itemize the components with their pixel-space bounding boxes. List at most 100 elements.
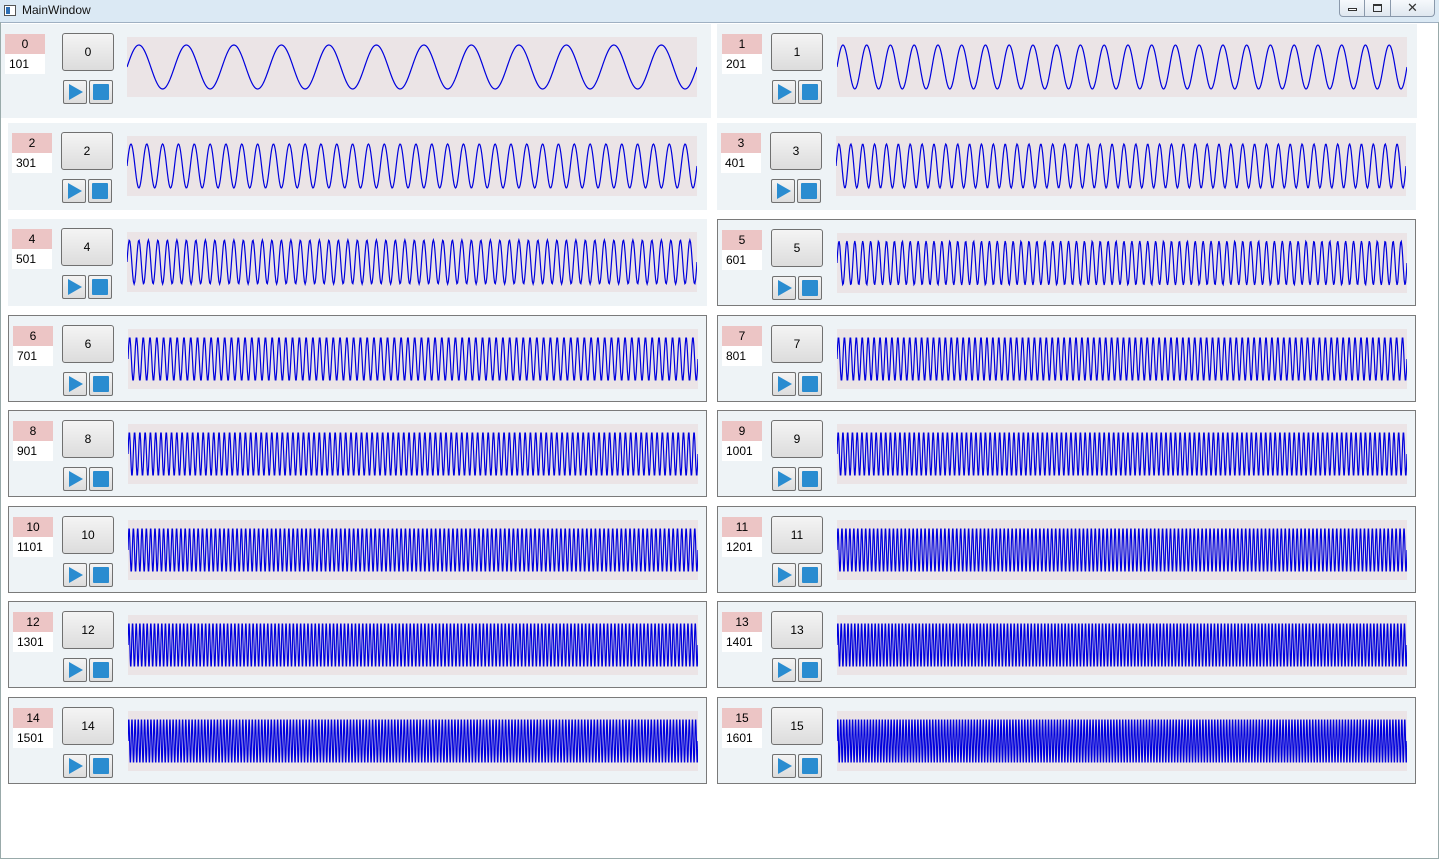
waveform-line <box>837 719 1407 763</box>
waveform-display <box>837 711 1407 771</box>
stop-button[interactable] <box>798 276 822 300</box>
channel-button[interactable]: 2 <box>61 132 113 170</box>
stop-button[interactable] <box>798 658 822 682</box>
waveform-plot <box>128 719 698 763</box>
stop-button[interactable] <box>89 80 113 104</box>
channel-button[interactable]: 10 <box>62 516 114 554</box>
app-icon <box>4 5 16 16</box>
stop-button[interactable] <box>88 179 112 203</box>
stop-button[interactable] <box>798 563 822 587</box>
channel-value-field[interactable]: 1101 <box>13 537 53 557</box>
channel-value-field[interactable]: 201 <box>722 54 762 74</box>
maximize-button[interactable] <box>1365 0 1391 17</box>
channel-panel: 0 101 0 <box>1 24 711 118</box>
waveform-line <box>837 528 1407 572</box>
channel-value-field[interactable]: 501 <box>12 249 52 269</box>
stop-button[interactable] <box>89 658 113 682</box>
channel-value-field[interactable]: 301 <box>12 153 52 173</box>
stop-button[interactable] <box>88 275 112 299</box>
channel-panel: 4 501 4 <box>8 219 707 306</box>
channel-button[interactable]: 1 <box>771 33 823 71</box>
channel-panel: 10 1101 10 <box>8 506 707 593</box>
stop-button[interactable] <box>798 80 822 104</box>
play-button[interactable] <box>772 276 796 300</box>
channel-button[interactable]: 9 <box>771 420 823 458</box>
channel-value-field[interactable]: 101 <box>5 54 45 74</box>
channel-value-field[interactable]: 701 <box>13 346 53 366</box>
stop-button[interactable] <box>798 754 822 778</box>
play-button[interactable] <box>63 563 87 587</box>
channel-value-field[interactable]: 1001 <box>722 441 762 461</box>
play-button[interactable] <box>63 754 87 778</box>
channel-button[interactable]: 5 <box>771 229 823 267</box>
channel-id-label: 0 <box>5 34 45 54</box>
close-button[interactable]: ✕ <box>1391 0 1435 17</box>
stop-button[interactable] <box>89 372 113 396</box>
minimize-button[interactable] <box>1339 0 1365 17</box>
waveform-line <box>127 143 697 189</box>
play-button[interactable] <box>772 658 796 682</box>
waveform-line <box>837 239 1407 287</box>
waveform-display <box>127 37 697 97</box>
channel-id-label: 8 <box>13 421 53 441</box>
play-button[interactable] <box>772 80 796 104</box>
waveform-line <box>127 237 697 287</box>
channel-panel: 5 601 5 <box>717 219 1416 306</box>
play-button[interactable] <box>62 275 86 299</box>
title-bar: MainWindow ✕ <box>0 0 1439 23</box>
stop-button[interactable] <box>798 467 822 491</box>
play-button[interactable] <box>62 179 86 203</box>
channel-button[interactable]: 13 <box>771 611 823 649</box>
channel-value-field[interactable]: 1401 <box>722 632 762 652</box>
channel-value-field[interactable]: 1201 <box>722 537 762 557</box>
waveform-display <box>837 424 1407 484</box>
play-button[interactable] <box>771 179 795 203</box>
channel-value-field[interactable]: 901 <box>13 441 53 461</box>
channel-button[interactable]: 7 <box>771 325 823 363</box>
stop-button[interactable] <box>798 372 822 396</box>
play-button[interactable] <box>63 80 87 104</box>
channel-button[interactable]: 11 <box>771 516 823 554</box>
play-button[interactable] <box>63 372 87 396</box>
channel-button[interactable]: 6 <box>62 325 114 363</box>
stop-button[interactable] <box>89 467 113 491</box>
channel-value-field[interactable]: 601 <box>722 250 762 270</box>
channel-panel: 2 301 2 <box>8 123 707 210</box>
waveform-display <box>837 329 1407 389</box>
channel-value-field[interactable]: 401 <box>721 153 761 173</box>
stop-button[interactable] <box>797 179 821 203</box>
window-title: MainWindow <box>22 3 91 17</box>
play-button[interactable] <box>772 563 796 587</box>
channel-button[interactable]: 3 <box>770 132 822 170</box>
waveform-line <box>127 44 697 90</box>
play-button[interactable] <box>772 754 796 778</box>
channel-panel: 13 1401 13 <box>717 601 1416 688</box>
waveform-display <box>128 711 698 771</box>
channel-id-label: 12 <box>13 612 53 632</box>
channel-button[interactable]: 8 <box>62 420 114 458</box>
channel-button[interactable]: 0 <box>62 33 114 71</box>
channel-panel: 8 901 8 <box>8 410 707 497</box>
stop-button[interactable] <box>89 754 113 778</box>
channel-button[interactable]: 4 <box>61 228 113 266</box>
channel-id-label: 7 <box>722 326 762 346</box>
channel-button[interactable]: 12 <box>62 611 114 649</box>
waveform-line <box>128 719 698 763</box>
waveform-plot <box>127 44 697 90</box>
channel-panel: 7 801 7 <box>717 315 1416 402</box>
waveform-plot <box>836 142 1406 190</box>
stop-button[interactable] <box>89 563 113 587</box>
channel-value-field[interactable]: 1501 <box>13 728 53 748</box>
play-button[interactable] <box>772 372 796 396</box>
channel-value-field[interactable]: 801 <box>722 346 762 366</box>
channel-value-field[interactable]: 1301 <box>13 632 53 652</box>
channel-id-label: 10 <box>13 517 53 537</box>
play-button[interactable] <box>63 658 87 682</box>
channel-panel: 3 401 3 <box>717 123 1416 210</box>
channel-button[interactable]: 14 <box>62 707 114 745</box>
channel-value-field[interactable]: 1601 <box>722 728 762 748</box>
play-button[interactable] <box>63 467 87 491</box>
play-button[interactable] <box>772 467 796 491</box>
channel-button[interactable]: 15 <box>771 707 823 745</box>
waveform-plot <box>837 528 1407 572</box>
